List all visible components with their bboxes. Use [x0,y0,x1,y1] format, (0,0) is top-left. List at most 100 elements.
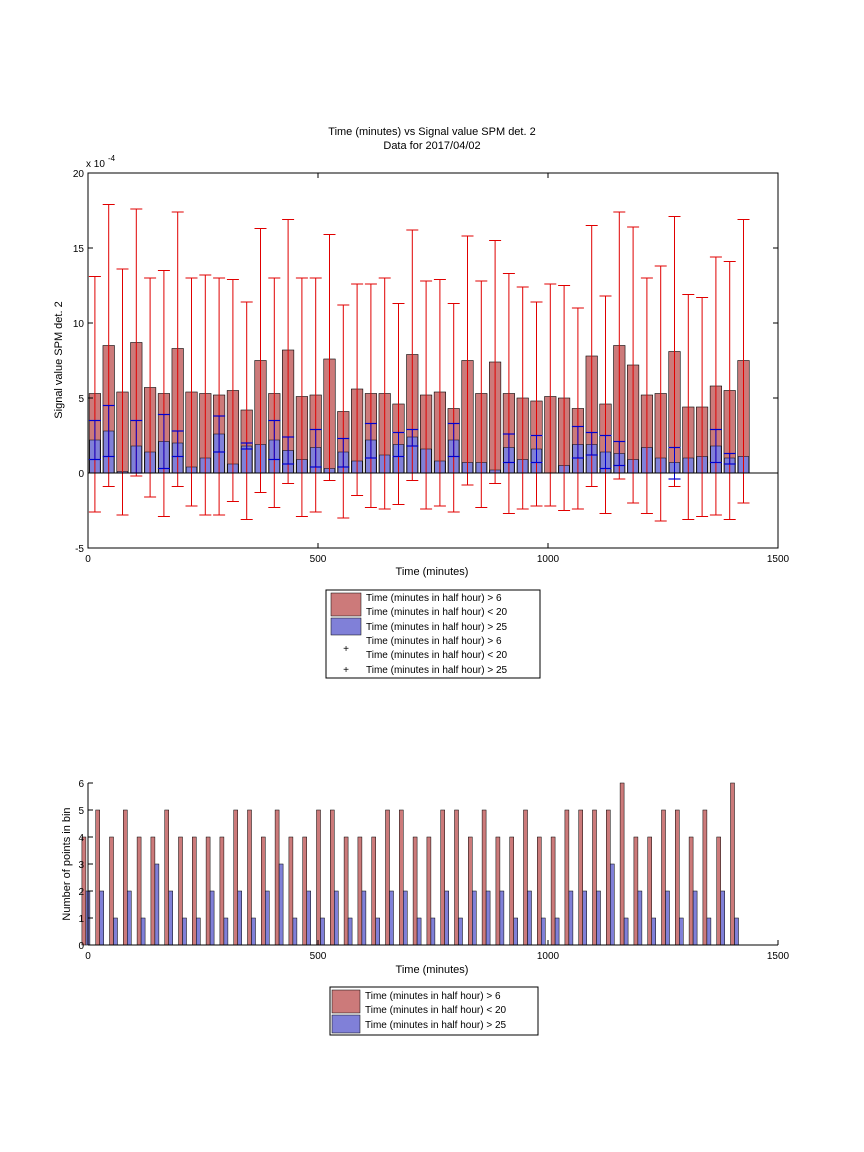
x-tick-label: 1500 [767,951,790,962]
x-tick-label: 500 [310,951,327,962]
count-bar-red [95,809,100,946]
legend-top-red-plus-icon: + [343,644,349,655]
y-tick-label: 0 [78,469,84,480]
count-bar-blue [334,890,339,946]
legend-top-red-line2: Time (minutes in half hour) < 20 [366,607,508,618]
count-bar-blue [430,917,436,946]
y-tick-label: 5 [78,394,84,405]
chart-bottom-ylabel: Number of points in bin [61,807,73,920]
count-bar-red [661,809,666,946]
count-bar-blue [320,917,325,946]
count-bar-red [647,836,652,946]
count-bar-red [606,809,611,946]
count-bar-red [619,782,625,946]
count-bar-blue [513,917,518,946]
y-tick-label: 3 [78,860,84,871]
count-bar-red [481,809,487,946]
count-bar-red [468,836,473,946]
count-bar-red [426,836,432,946]
legend-top-swatch-red [330,592,362,617]
count-bar-red [219,836,225,946]
y-tick-label: 4 [78,833,84,844]
count-bar-blue [582,890,587,946]
count-bar-red [675,809,680,946]
count-bar-red [357,836,363,946]
count-bar-blue [472,890,477,946]
count-bar-red [371,836,376,946]
count-bar-blue [485,890,491,946]
x-tick-label: 1000 [537,554,560,565]
count-bar-blue [154,863,160,946]
count-bar-blue [292,917,298,946]
y-tick-label: 6 [78,779,84,790]
count-bar-blue [223,917,229,946]
count-bar-red [136,836,142,946]
legend-top-box [325,589,541,679]
count-bar-blue [403,890,408,946]
count-bar-blue [444,890,449,946]
y-tick-label: -5 [75,544,84,555]
count-bar-red [274,809,280,946]
count-bar-red [730,782,735,946]
chart-top-xlabel: Time (minutes) [396,566,469,578]
count-bar-red [399,809,404,946]
count-bar-blue [251,917,256,946]
y-tick-label: 5 [78,806,84,817]
legend-top-marker-blue-line: Time (minutes in half hour) > 25 [366,665,508,676]
count-bar-red [316,809,321,946]
count-bar-blue [209,890,215,946]
count-bar-blue [692,890,698,946]
count-bar-blue [127,890,132,946]
count-bar-red [247,809,252,946]
chart-top-subtitle: Data for 2017/04/02 [383,140,480,152]
count-bar-red [702,809,708,946]
count-bar-blue [637,890,643,946]
x-tick-label: 1000 [537,951,560,962]
count-bar-red [495,836,501,946]
chart-top-exponent-power: -4 [108,154,116,163]
count-bar-blue [278,863,284,946]
count-bar-red [716,836,721,946]
count-bar-red [288,836,294,946]
legend-bottom-box [329,986,539,1036]
chart-bottom-legend: Time (minutes in half hour) > 6 Time (mi… [329,986,539,1036]
chart-bottom-bars [81,782,739,946]
legend-top-blue-line: Time (minutes in half hour) > 25 [366,622,508,633]
y-tick-label: 0 [78,941,84,952]
count-bar-red [385,809,390,946]
count-bar-blue [361,890,367,946]
count-bar-red [123,809,128,946]
y-tick-label: 10 [73,319,85,330]
count-bar-red [633,836,639,946]
chart-top-error-bars [88,204,750,522]
count-bar-blue [734,917,739,946]
chart-top-axes-frame [87,172,779,549]
count-bar-red [205,836,211,946]
chart-top-legend: Time (minutes in half hour) > 6 Time (mi… [325,589,541,679]
count-bar-blue [306,890,311,946]
count-bar-red [509,836,514,946]
count-bar-blue [720,890,725,946]
count-bar-blue [389,890,394,946]
legend-bottom-swatch-red [331,989,361,1014]
chart-bottom-xlabel: Time (minutes) [396,964,469,976]
count-bar-blue [499,890,505,946]
legend-bottom-red-line2: Time (minutes in half hour) < 20 [365,1005,507,1016]
count-bar-red [233,809,238,946]
count-bar-red [550,836,556,946]
count-bar-red [454,809,459,946]
count-bar-red [564,809,570,946]
chart-bottom: 0 500 1000 1500 0 1 2 3 4 5 6 Time (minutes) Numbe… [61,779,790,1036]
count-bar-blue [168,890,173,946]
count-bar-blue [416,917,422,946]
count-bar-blue [623,917,629,946]
count-bar-blue [610,863,615,946]
chart-bottom-ticks: 0 500 1000 1500 0 1 2 3 4 5 6 [78,779,789,962]
legend-top-red-line1: Time (minutes in half hour) > 6 [366,593,502,604]
count-bar-blue [679,917,684,946]
count-bar-blue [527,890,532,946]
legend-bottom-blue-line: Time (minutes in half hour) > 25 [365,1020,507,1031]
count-bar-blue [458,917,463,946]
